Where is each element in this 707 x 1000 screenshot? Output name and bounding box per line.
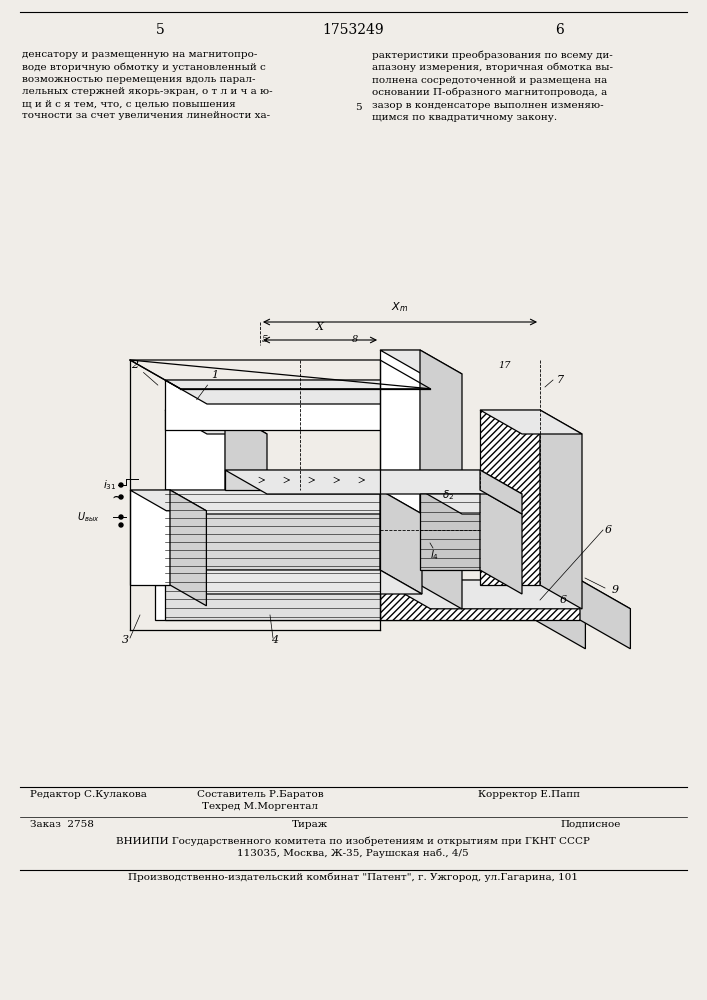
Text: Тираж: Тираж bbox=[292, 820, 328, 829]
Text: 1753249: 1753249 bbox=[322, 23, 384, 37]
Polygon shape bbox=[580, 580, 631, 649]
Text: $X_m$: $X_m$ bbox=[392, 300, 409, 314]
Polygon shape bbox=[170, 490, 206, 606]
Polygon shape bbox=[540, 410, 582, 609]
Polygon shape bbox=[165, 490, 422, 514]
Circle shape bbox=[119, 523, 123, 527]
Polygon shape bbox=[480, 410, 540, 585]
Polygon shape bbox=[225, 410, 267, 609]
Polygon shape bbox=[165, 570, 380, 620]
Polygon shape bbox=[380, 490, 422, 594]
Text: Корректор Е.Папп: Корректор Е.Папп bbox=[478, 790, 580, 799]
Text: Подписное: Подписное bbox=[560, 820, 620, 829]
Circle shape bbox=[119, 483, 123, 487]
Polygon shape bbox=[155, 585, 535, 620]
Text: ~: ~ bbox=[112, 489, 124, 504]
Polygon shape bbox=[480, 410, 582, 434]
Text: 5: 5 bbox=[262, 336, 268, 344]
Polygon shape bbox=[165, 380, 400, 430]
Text: денсатору и размещенную на магнитопро-
воде вторичную обмотку и установленный с
: денсатору и размещенную на магнитопро- в… bbox=[22, 50, 273, 120]
Text: ВНИИПИ Государственного комитета по изобретениям и открытиям при ГКНТ СССР
11303: ВНИИПИ Государственного комитета по изоб… bbox=[116, 836, 590, 858]
Text: Редактор С.Кулакова: Редактор С.Кулакова bbox=[30, 790, 147, 799]
Polygon shape bbox=[165, 410, 267, 434]
Text: 2: 2 bbox=[132, 360, 158, 385]
Polygon shape bbox=[130, 490, 170, 585]
Polygon shape bbox=[380, 350, 420, 585]
Polygon shape bbox=[420, 490, 522, 514]
Polygon shape bbox=[130, 490, 206, 511]
Polygon shape bbox=[380, 350, 462, 374]
Text: 8: 8 bbox=[352, 336, 358, 344]
Polygon shape bbox=[420, 350, 462, 609]
Text: 6: 6 bbox=[556, 23, 564, 37]
Circle shape bbox=[119, 495, 123, 499]
Text: 3: 3 bbox=[122, 635, 129, 645]
Text: 5: 5 bbox=[355, 104, 361, 112]
Text: 5: 5 bbox=[156, 23, 164, 37]
Text: $\delta_2$: $\delta_2$ bbox=[442, 488, 454, 502]
Polygon shape bbox=[480, 470, 522, 514]
Text: 17: 17 bbox=[498, 360, 511, 369]
Polygon shape bbox=[400, 380, 442, 454]
Polygon shape bbox=[480, 490, 522, 594]
Polygon shape bbox=[380, 580, 631, 609]
Text: 1: 1 bbox=[197, 370, 218, 400]
Polygon shape bbox=[420, 490, 480, 570]
Text: 7: 7 bbox=[556, 375, 563, 385]
Text: Заказ  2758: Заказ 2758 bbox=[30, 820, 94, 829]
Polygon shape bbox=[155, 585, 585, 614]
Polygon shape bbox=[380, 580, 580, 620]
Text: 6: 6 bbox=[605, 525, 612, 535]
Polygon shape bbox=[225, 470, 480, 490]
Polygon shape bbox=[535, 585, 585, 649]
Text: $l_4$: $l_4$ bbox=[431, 548, 440, 562]
Text: 6: 6 bbox=[560, 595, 567, 605]
Text: $U_{вых}$: $U_{вых}$ bbox=[77, 510, 100, 524]
Polygon shape bbox=[225, 470, 522, 494]
Text: 4: 4 bbox=[271, 635, 279, 645]
Circle shape bbox=[119, 515, 123, 519]
Text: Составитель Р.Баратов
Техред М.Моргентал: Составитель Р.Баратов Техред М.Моргентал bbox=[197, 790, 323, 811]
Text: X: X bbox=[316, 322, 324, 332]
Polygon shape bbox=[165, 410, 225, 585]
Text: $i_{31}$: $i_{31}$ bbox=[103, 478, 116, 492]
Text: 9: 9 bbox=[612, 585, 619, 595]
Polygon shape bbox=[165, 380, 442, 404]
Polygon shape bbox=[165, 570, 422, 594]
Polygon shape bbox=[165, 490, 380, 570]
Text: Производственно-издательский комбинат "Патент", г. Ужгород, ул.Гагарина, 101: Производственно-издательский комбинат "П… bbox=[128, 873, 578, 882]
Text: рактеристики преобразования по всему ди-
апазону измерения, вторичная обмотка вы: рактеристики преобразования по всему ди-… bbox=[372, 50, 613, 122]
